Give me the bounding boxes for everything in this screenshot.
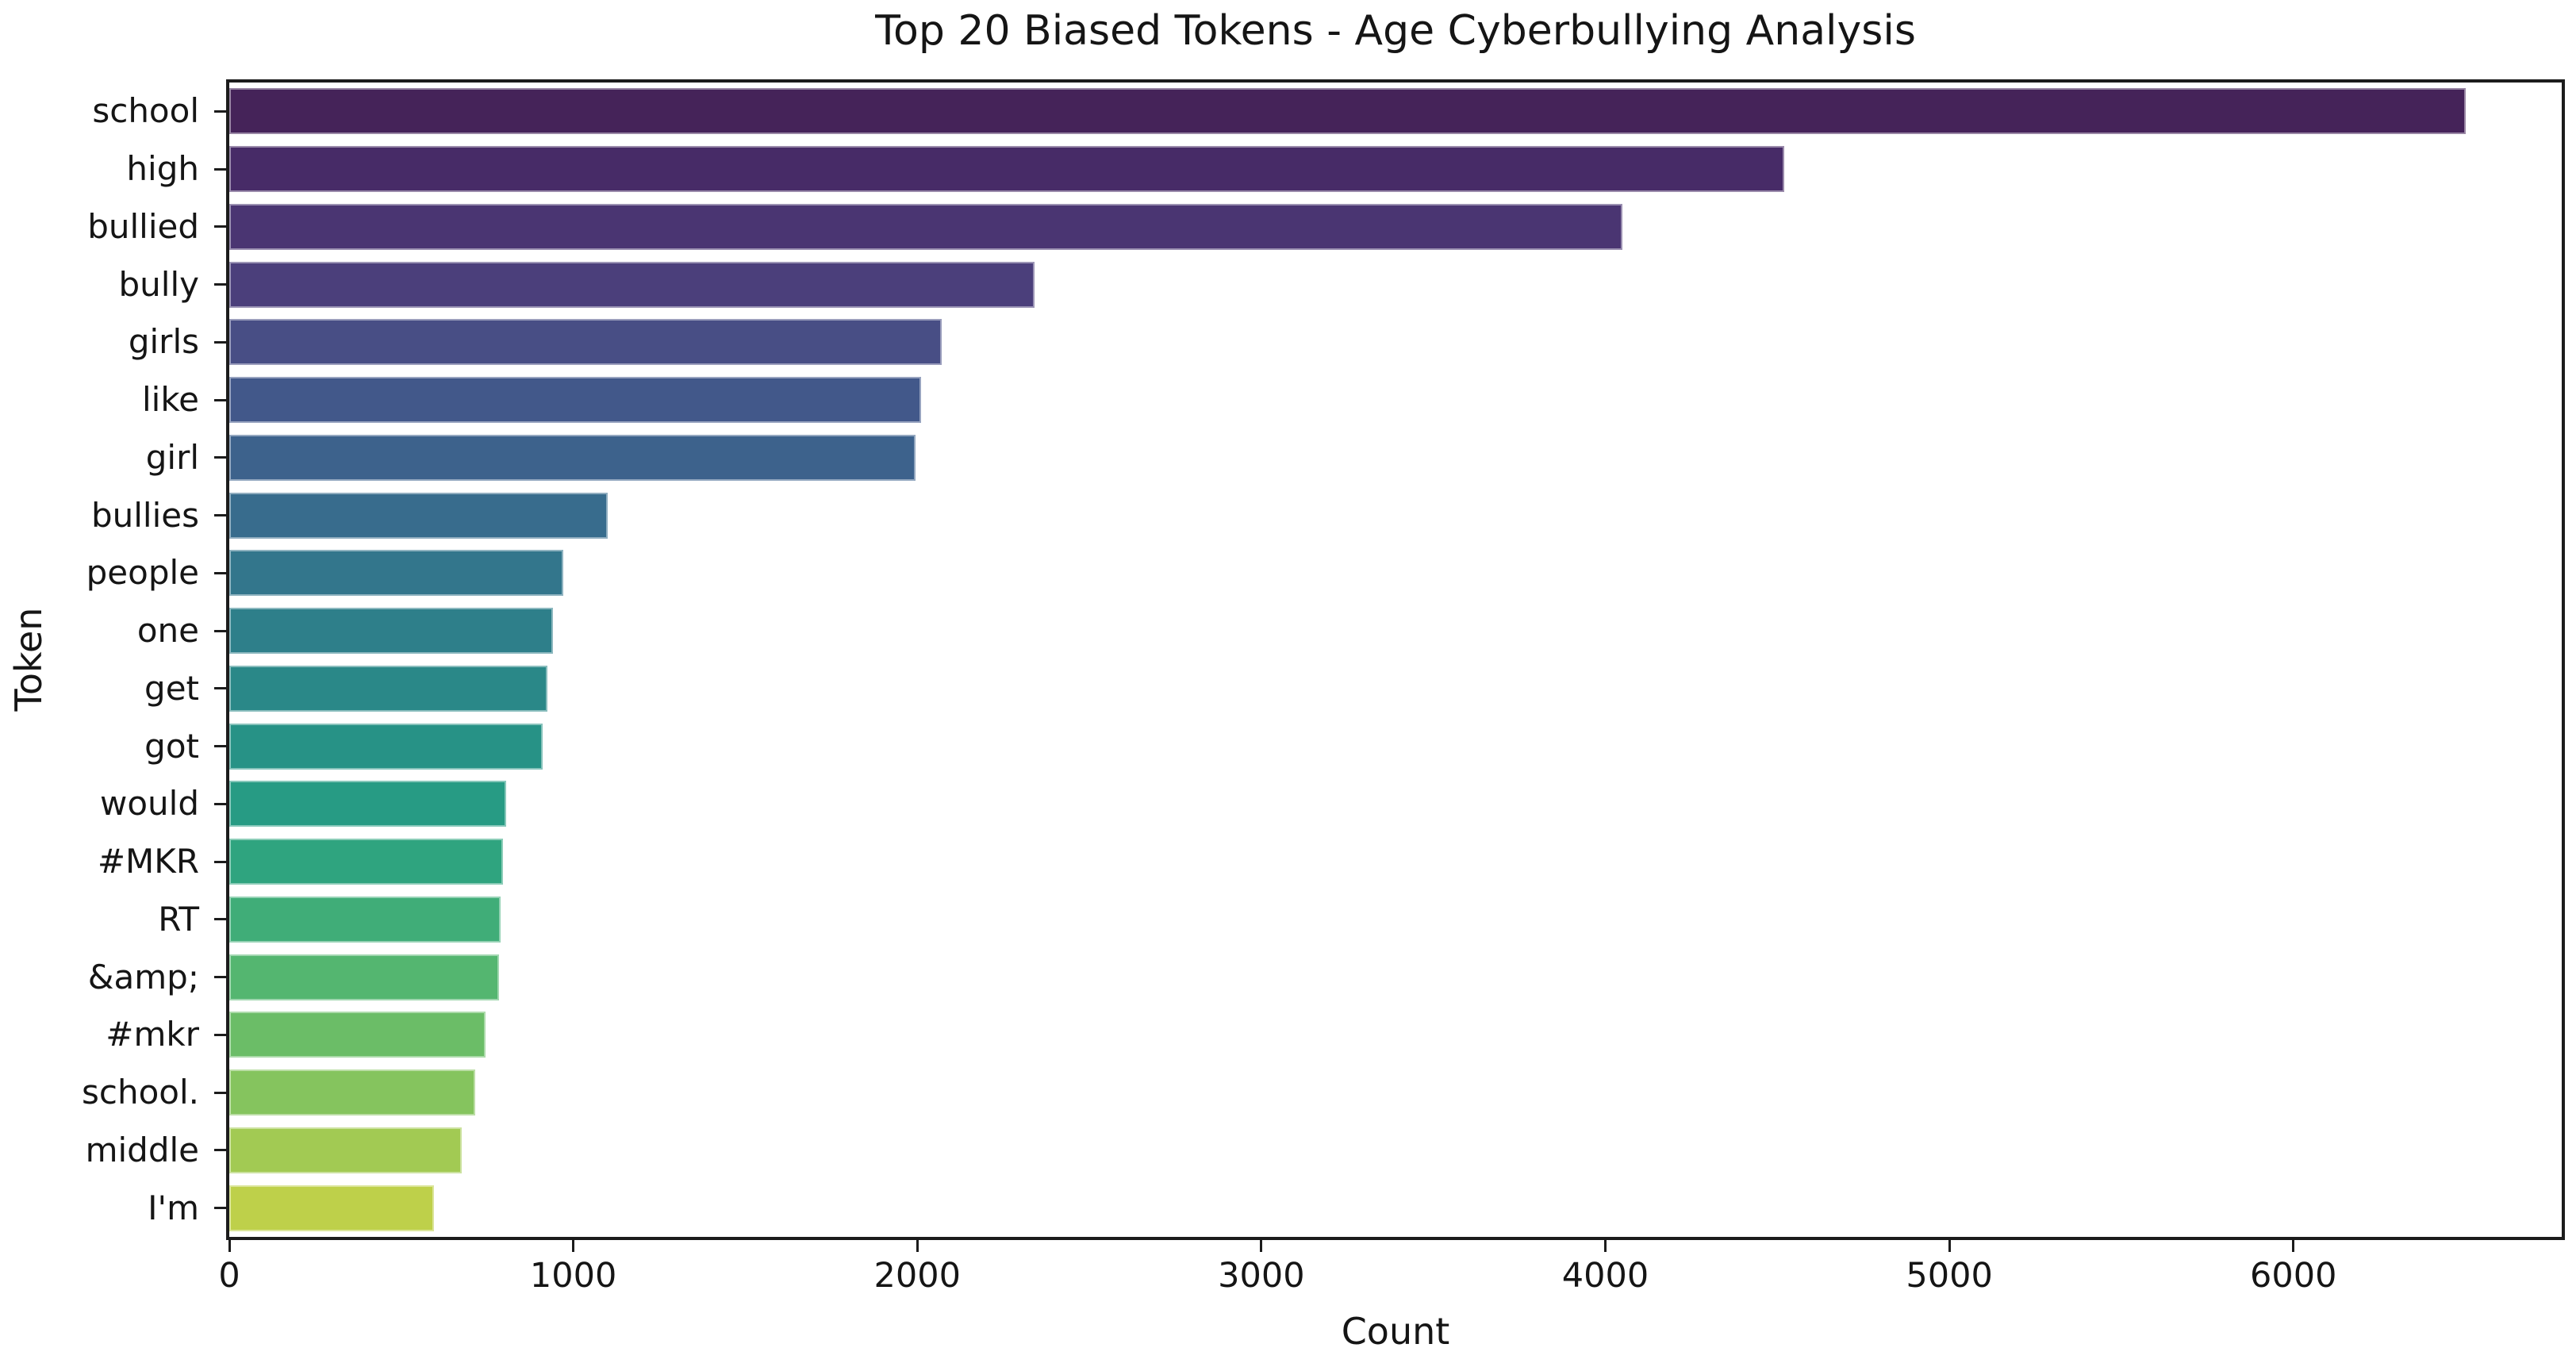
ytick-mark xyxy=(214,283,226,286)
ytick-label-6: like xyxy=(141,380,199,420)
bar-1 xyxy=(229,88,2466,135)
ytick-mark xyxy=(214,918,226,921)
ytick-mark xyxy=(214,1091,226,1094)
ytick-label-2: high xyxy=(126,149,199,189)
bar-10 xyxy=(229,608,553,655)
bar-13 xyxy=(229,781,507,827)
ytick-mark xyxy=(214,1207,226,1210)
xtick-label-4000: 4000 xyxy=(1561,1256,1649,1296)
bar-2 xyxy=(229,146,1784,193)
ytick-mark xyxy=(214,514,226,517)
bar-7 xyxy=(229,434,916,481)
ytick-label-14: #MKR xyxy=(97,842,199,881)
xtick-mark xyxy=(1948,1238,1951,1252)
bar-11 xyxy=(229,665,548,712)
ytick-label-11: get xyxy=(144,668,199,708)
ytick-mark xyxy=(214,398,226,401)
ytick-label-20: I'm xyxy=(148,1188,199,1227)
ytick-mark xyxy=(214,745,226,748)
xtick-mark xyxy=(2292,1238,2295,1252)
xtick-label-6000: 6000 xyxy=(2250,1256,2337,1296)
ytick-mark xyxy=(214,225,226,228)
ytick-label-16: &amp; xyxy=(87,957,199,996)
ytick-mark xyxy=(214,976,226,979)
xtick-label-0: 0 xyxy=(218,1256,240,1296)
bar-8 xyxy=(229,492,608,539)
ytick-label-15: RT xyxy=(158,899,199,939)
xtick-mark xyxy=(1604,1238,1607,1252)
ytick-mark xyxy=(214,802,226,805)
ytick-mark xyxy=(214,167,226,171)
bar-19 xyxy=(229,1127,462,1173)
xtick-label-5000: 5000 xyxy=(1906,1256,1993,1296)
bar-4 xyxy=(229,261,1035,308)
ytick-label-18: school. xyxy=(81,1073,199,1112)
ytick-mark xyxy=(214,1149,226,1152)
ytick-label-1: school xyxy=(92,91,199,131)
bar-16 xyxy=(229,954,500,1000)
plot-area xyxy=(226,79,2565,1240)
bar-17 xyxy=(229,1012,486,1058)
bar-9 xyxy=(229,550,563,597)
bar-20 xyxy=(229,1185,434,1231)
bar-18 xyxy=(229,1069,476,1116)
xtick-mark xyxy=(1260,1238,1263,1252)
ytick-label-9: people xyxy=(86,553,199,593)
ytick-mark xyxy=(214,687,226,690)
bar-15 xyxy=(229,896,501,943)
y-axis-tick-labels: school high bullied bully girls like girl bulli… xyxy=(0,79,226,1240)
ytick-mark xyxy=(214,1033,226,1036)
ytick-label-4: bully xyxy=(118,264,199,304)
chart-title: Top 20 Biased Tokens - Age Cyberbullying… xyxy=(875,7,1916,55)
xtick-label-3000: 3000 xyxy=(1218,1256,1305,1296)
ytick-label-17: #mkr xyxy=(106,1015,199,1054)
xtick-mark xyxy=(228,1238,231,1252)
bar-14 xyxy=(229,839,503,885)
ytick-mark xyxy=(214,629,226,632)
xtick-label-1000: 1000 xyxy=(529,1256,617,1296)
ytick-mark xyxy=(214,456,226,459)
ytick-label-12: got xyxy=(144,726,199,766)
xtick-label-2000: 2000 xyxy=(873,1256,961,1296)
ytick-mark xyxy=(214,571,226,574)
ytick-label-13: would xyxy=(100,784,199,824)
bar-5 xyxy=(229,319,942,366)
ytick-mark xyxy=(214,109,226,113)
ytick-label-8: bullies xyxy=(90,495,199,535)
ytick-label-10: one xyxy=(136,611,199,651)
xtick-mark xyxy=(916,1238,919,1252)
x-axis-title: Count xyxy=(1341,1310,1450,1353)
bar-3 xyxy=(229,203,1623,250)
ytick-label-7: girl xyxy=(145,437,199,477)
ytick-mark xyxy=(214,860,226,863)
ytick-mark xyxy=(214,340,226,344)
ytick-label-3: bullied xyxy=(87,206,199,246)
ytick-label-19: middle xyxy=(85,1130,199,1169)
bar-6 xyxy=(229,377,921,424)
ytick-label-5: girls xyxy=(128,322,199,362)
x-axis-tick-labels: 0 1000 2000 3000 4000 5000 6000 xyxy=(218,1238,2565,1310)
xtick-mark xyxy=(572,1238,575,1252)
bar-12 xyxy=(229,723,543,770)
